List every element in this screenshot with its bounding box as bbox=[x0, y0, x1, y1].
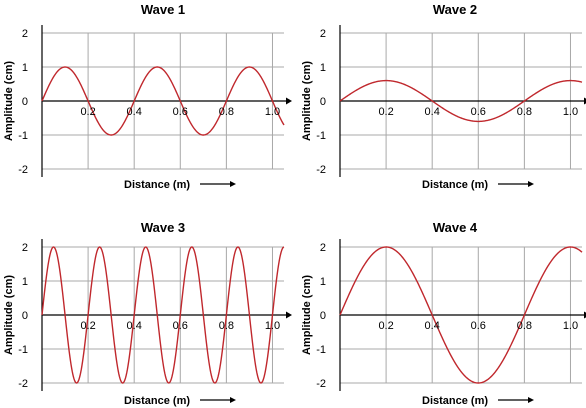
y-tick-label: -1 bbox=[316, 130, 326, 142]
x-tick-label: 0.6 bbox=[471, 320, 486, 332]
chart-title: Wave 2 bbox=[433, 2, 477, 17]
y-tick-label: -1 bbox=[18, 344, 28, 356]
x-tick-label: 0.8 bbox=[517, 106, 532, 118]
x-tick-label: 0.6 bbox=[471, 106, 486, 118]
chart-title: Wave 4 bbox=[433, 220, 478, 235]
y-tick-label: 2 bbox=[22, 28, 28, 40]
xlabel-arrow-head bbox=[528, 397, 534, 403]
y-tick-label: 1 bbox=[320, 276, 326, 288]
x-axis-arrow bbox=[286, 97, 292, 105]
chart-panel-4: 0.2 0.4 0.6 0.8 1.0 2 1 0 -1 -2 Wave 4 Distance (m)… bbox=[301, 220, 586, 407]
wave-line bbox=[41, 66, 285, 136]
y-tick-label: 1 bbox=[22, 62, 28, 74]
y-axis-label: Amplitude (cm) bbox=[301, 61, 313, 141]
x-tick-label: 1.0 bbox=[563, 320, 578, 332]
wave-line bbox=[339, 79, 583, 123]
y-tick-label: 1 bbox=[22, 276, 28, 288]
y-tick-label: -2 bbox=[316, 164, 326, 176]
x-axis-label: Distance (m) bbox=[124, 395, 190, 407]
y-tick-label: 0 bbox=[320, 96, 326, 108]
y-tick-label: -2 bbox=[316, 378, 326, 390]
y-tick-label: 0 bbox=[22, 310, 28, 322]
x-tick-label: 1.0 bbox=[265, 320, 280, 332]
wave-line bbox=[339, 246, 583, 384]
y-tick-label: 0 bbox=[22, 96, 28, 108]
y-tick-label: -1 bbox=[316, 344, 326, 356]
x-tick-label: 0.8 bbox=[219, 320, 234, 332]
y-axis-label: Amplitude (cm) bbox=[301, 275, 313, 355]
y-tick-label: 2 bbox=[22, 242, 28, 254]
x-tick-label: 0.2 bbox=[378, 106, 393, 118]
x-tick-label: 0.4 bbox=[425, 106, 440, 118]
chart-panel-2: 0.2 0.4 0.6 0.8 1.0 2 1 0 -1 -2 Wave 2 Distance (m)… bbox=[301, 2, 586, 191]
xlabel-arrow-head bbox=[528, 181, 534, 187]
x-tick-label: 0.4 bbox=[425, 320, 440, 332]
y-tick-label: 1 bbox=[320, 62, 326, 74]
x-tick-label: 1.0 bbox=[563, 106, 578, 118]
wave-line bbox=[41, 246, 285, 384]
x-axis-label: Distance (m) bbox=[422, 179, 488, 191]
x-tick-label: 0.2 bbox=[80, 320, 95, 332]
y-tick-label: -2 bbox=[18, 378, 28, 390]
x-tick-label: 0.2 bbox=[80, 106, 95, 118]
chart-title: Wave 3 bbox=[141, 220, 185, 235]
y-tick-label: 0 bbox=[320, 310, 326, 322]
x-tick-label: 0.8 bbox=[517, 320, 532, 332]
y-tick-label: -1 bbox=[18, 130, 28, 142]
y-axis-label: Amplitude (cm) bbox=[3, 275, 15, 355]
y-tick-label: 2 bbox=[320, 242, 326, 254]
x-tick-label: 0.4 bbox=[127, 106, 142, 118]
y-tick-label: -2 bbox=[18, 164, 28, 176]
xlabel-arrow-head bbox=[230, 181, 236, 187]
xlabel-arrow-head bbox=[230, 397, 236, 403]
y-tick-label: 2 bbox=[320, 28, 326, 40]
x-tick-label: 0.6 bbox=[173, 106, 188, 118]
x-axis-label: Distance (m) bbox=[422, 395, 488, 407]
chart-panel-3: 0.2 0.4 0.6 0.8 1.0 2 1 0 -1 -2 Wave 3 Distance (m)… bbox=[3, 220, 292, 407]
y-axis-label: Amplitude (cm) bbox=[3, 61, 15, 141]
chart-panel-1: 0.2 0.4 0.6 0.8 1.0 2 1 0 -1 -2 Wave 1 Distance (m)… bbox=[3, 2, 292, 191]
x-axis-arrow bbox=[286, 311, 292, 319]
x-tick-label: 0.4 bbox=[127, 320, 142, 332]
x-tick-label: 0.8 bbox=[219, 106, 234, 118]
x-tick-label: 0.2 bbox=[378, 320, 393, 332]
x-axis-label: Distance (m) bbox=[124, 179, 190, 191]
chart-title: Wave 1 bbox=[141, 2, 185, 17]
x-tick-label: 1.0 bbox=[265, 106, 280, 118]
x-tick-label: 0.6 bbox=[173, 320, 188, 332]
